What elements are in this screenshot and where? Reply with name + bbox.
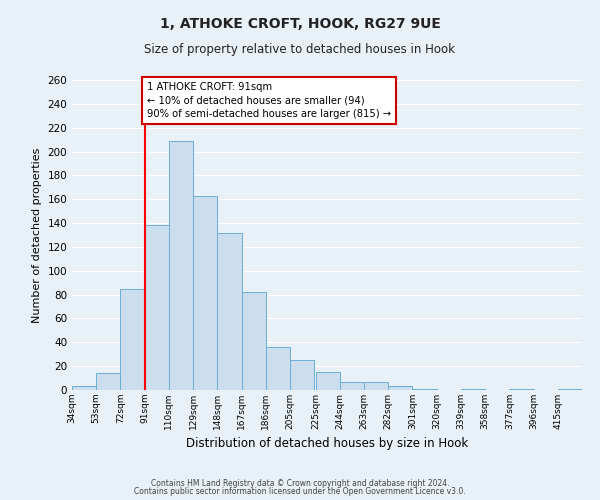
Bar [96,374,121,390]
Bar [388,386,412,390]
Text: Size of property relative to detached houses in Hook: Size of property relative to detached ho… [145,42,455,56]
X-axis label: Distribution of detached houses by size in Hook: Distribution of detached houses by size … [186,438,468,450]
Text: Contains HM Land Registry data © Crown copyright and database right 2024.: Contains HM Land Registry data © Crown c… [151,478,449,488]
Text: Contains public sector information licensed under the Open Government Licence v3: Contains public sector information licen… [134,487,466,496]
Bar [412,389,437,390]
Bar [217,232,242,390]
Y-axis label: Number of detached properties: Number of detached properties [32,148,42,322]
Text: 1, ATHOKE CROFT, HOOK, RG27 9UE: 1, ATHOKE CROFT, HOOK, RG27 9UE [160,18,440,32]
Bar [193,196,217,390]
Bar [72,386,96,390]
Bar [509,389,533,390]
Bar [316,372,340,390]
Bar [290,360,314,390]
Bar [340,382,364,390]
Bar [242,292,266,390]
Bar [169,141,193,390]
Bar [266,347,290,390]
Bar [461,389,485,390]
Bar [145,226,169,390]
Bar [121,288,145,390]
Bar [558,389,582,390]
Bar [364,382,388,390]
Text: 1 ATHOKE CROFT: 91sqm
← 10% of detached houses are smaller (94)
90% of semi-deta: 1 ATHOKE CROFT: 91sqm ← 10% of detached … [147,82,391,119]
